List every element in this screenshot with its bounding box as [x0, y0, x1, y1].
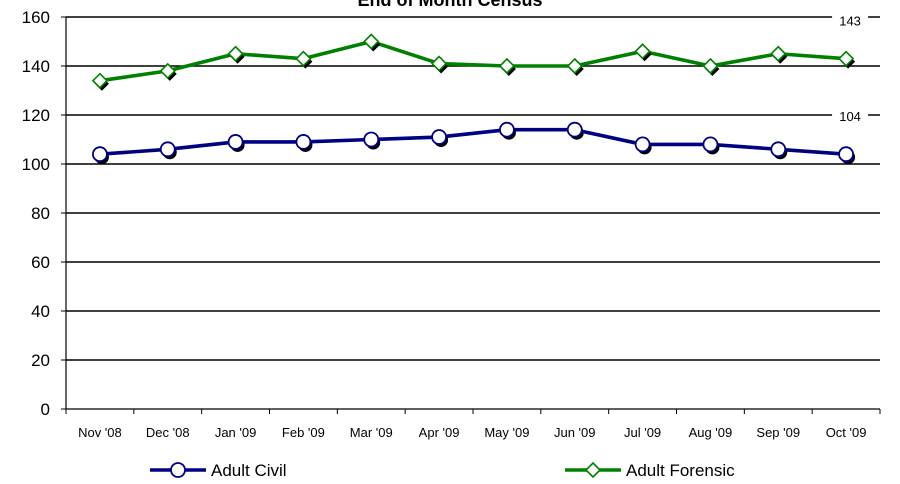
marker-circle — [499, 121, 515, 138]
data-label: 104 — [839, 109, 861, 124]
data-label: 143 — [839, 14, 861, 29]
marker-circle — [92, 146, 108, 163]
data-point — [566, 57, 584, 76]
y-tick-label-0: 0 — [41, 400, 50, 419]
marker-diamond — [91, 72, 109, 89]
data-label-bg — [832, 106, 869, 127]
x-tick-label: Jul '09 — [624, 425, 661, 440]
chart-title: End of Month Census — [358, 0, 543, 10]
data-point — [702, 136, 720, 155]
legend-marker-circle — [170, 462, 186, 478]
data-point — [498, 57, 516, 76]
x-tick-label: Mar '09 — [350, 425, 393, 440]
marker-circle — [566, 121, 583, 138]
legend-label: Adult Civil — [211, 461, 287, 480]
marker-diamond — [227, 45, 244, 62]
data-point — [363, 33, 381, 52]
marker-diamond — [837, 50, 855, 67]
y-tick-label-80: 80 — [31, 204, 50, 223]
marker-diamond — [770, 45, 787, 62]
marker-circle — [431, 129, 447, 145]
data-point — [634, 43, 652, 62]
marker-diamond — [295, 50, 312, 67]
marker-diamond — [566, 57, 583, 75]
marker-circle — [227, 134, 244, 150]
data-label-bg — [832, 10, 869, 31]
y-tick-label-140: 140 — [22, 57, 50, 76]
data-point — [159, 141, 177, 160]
marker-diamond — [430, 55, 448, 72]
marker-circle — [770, 141, 787, 158]
data-point — [770, 141, 788, 160]
marker-diamond — [363, 33, 380, 50]
legend-label: Adult Forensic — [626, 461, 735, 480]
data-point — [91, 72, 109, 91]
data-point — [431, 129, 449, 148]
data-point — [837, 50, 856, 69]
x-tick-label: Oct '09 — [826, 425, 867, 440]
data-point — [770, 45, 788, 64]
x-tick-label: Apr '09 — [419, 425, 460, 440]
series: 104 143 — [91, 10, 869, 165]
x-tick-label: Sep '09 — [756, 425, 800, 440]
data-point — [227, 45, 245, 64]
x-tick-label: May '09 — [484, 425, 529, 440]
series-line — [99, 39, 847, 83]
x-tick-label: Jun '09 — [554, 425, 596, 440]
legend: Adult Civil Adult Forensic — [150, 461, 735, 480]
legend-marker-diamond — [584, 461, 602, 479]
axes: 0 20 40 60 80 100 120 140 160 Nov '08 Dec '08 Jan '… — [22, 8, 881, 440]
data-point — [295, 50, 313, 69]
marker-diamond — [702, 57, 719, 75]
y-tick-label-120: 120 — [22, 106, 50, 125]
legend-entry-adult-forensic: Adult Forensic — [565, 461, 735, 480]
data-point — [363, 131, 381, 150]
y-tick-label-160: 160 — [22, 8, 50, 27]
x-tick-label: Dec '08 — [146, 425, 190, 440]
data-point — [159, 62, 177, 81]
marker-circle — [838, 146, 854, 163]
data-point — [430, 55, 449, 74]
gridlines — [66, 16, 880, 361]
marker-diamond — [159, 62, 176, 80]
data-point — [838, 146, 856, 165]
series-line — [99, 127, 847, 156]
y-tick-label-40: 40 — [31, 302, 50, 321]
data-point — [92, 146, 109, 165]
y-tick-label-60: 60 — [31, 253, 50, 272]
y-tick-label-100: 100 — [22, 155, 50, 174]
data-point — [566, 121, 584, 140]
data-point — [702, 57, 720, 76]
data-point — [295, 134, 313, 152]
legend-entry-adult-civil: Adult Civil — [150, 461, 287, 480]
marker-circle — [159, 141, 176, 158]
data-point — [634, 136, 652, 155]
marker-circle — [702, 136, 719, 153]
y-tick-label-20: 20 — [31, 351, 50, 370]
marker-circle — [295, 134, 312, 150]
x-tick-label: Feb '09 — [282, 425, 325, 440]
marker-circle — [634, 136, 651, 153]
x-tick-label: Aug '09 — [689, 425, 733, 440]
series-adult-forensic: 143 — [91, 10, 869, 91]
data-point — [227, 134, 245, 152]
series-adult-civil: 104 — [92, 106, 869, 165]
x-tick-label: Nov '08 — [78, 425, 122, 440]
data-point — [499, 121, 516, 140]
marker-diamond — [498, 57, 516, 75]
marker-circle — [363, 131, 380, 148]
marker-diamond — [634, 43, 651, 60]
x-tick-label: Jan '09 — [215, 425, 257, 440]
